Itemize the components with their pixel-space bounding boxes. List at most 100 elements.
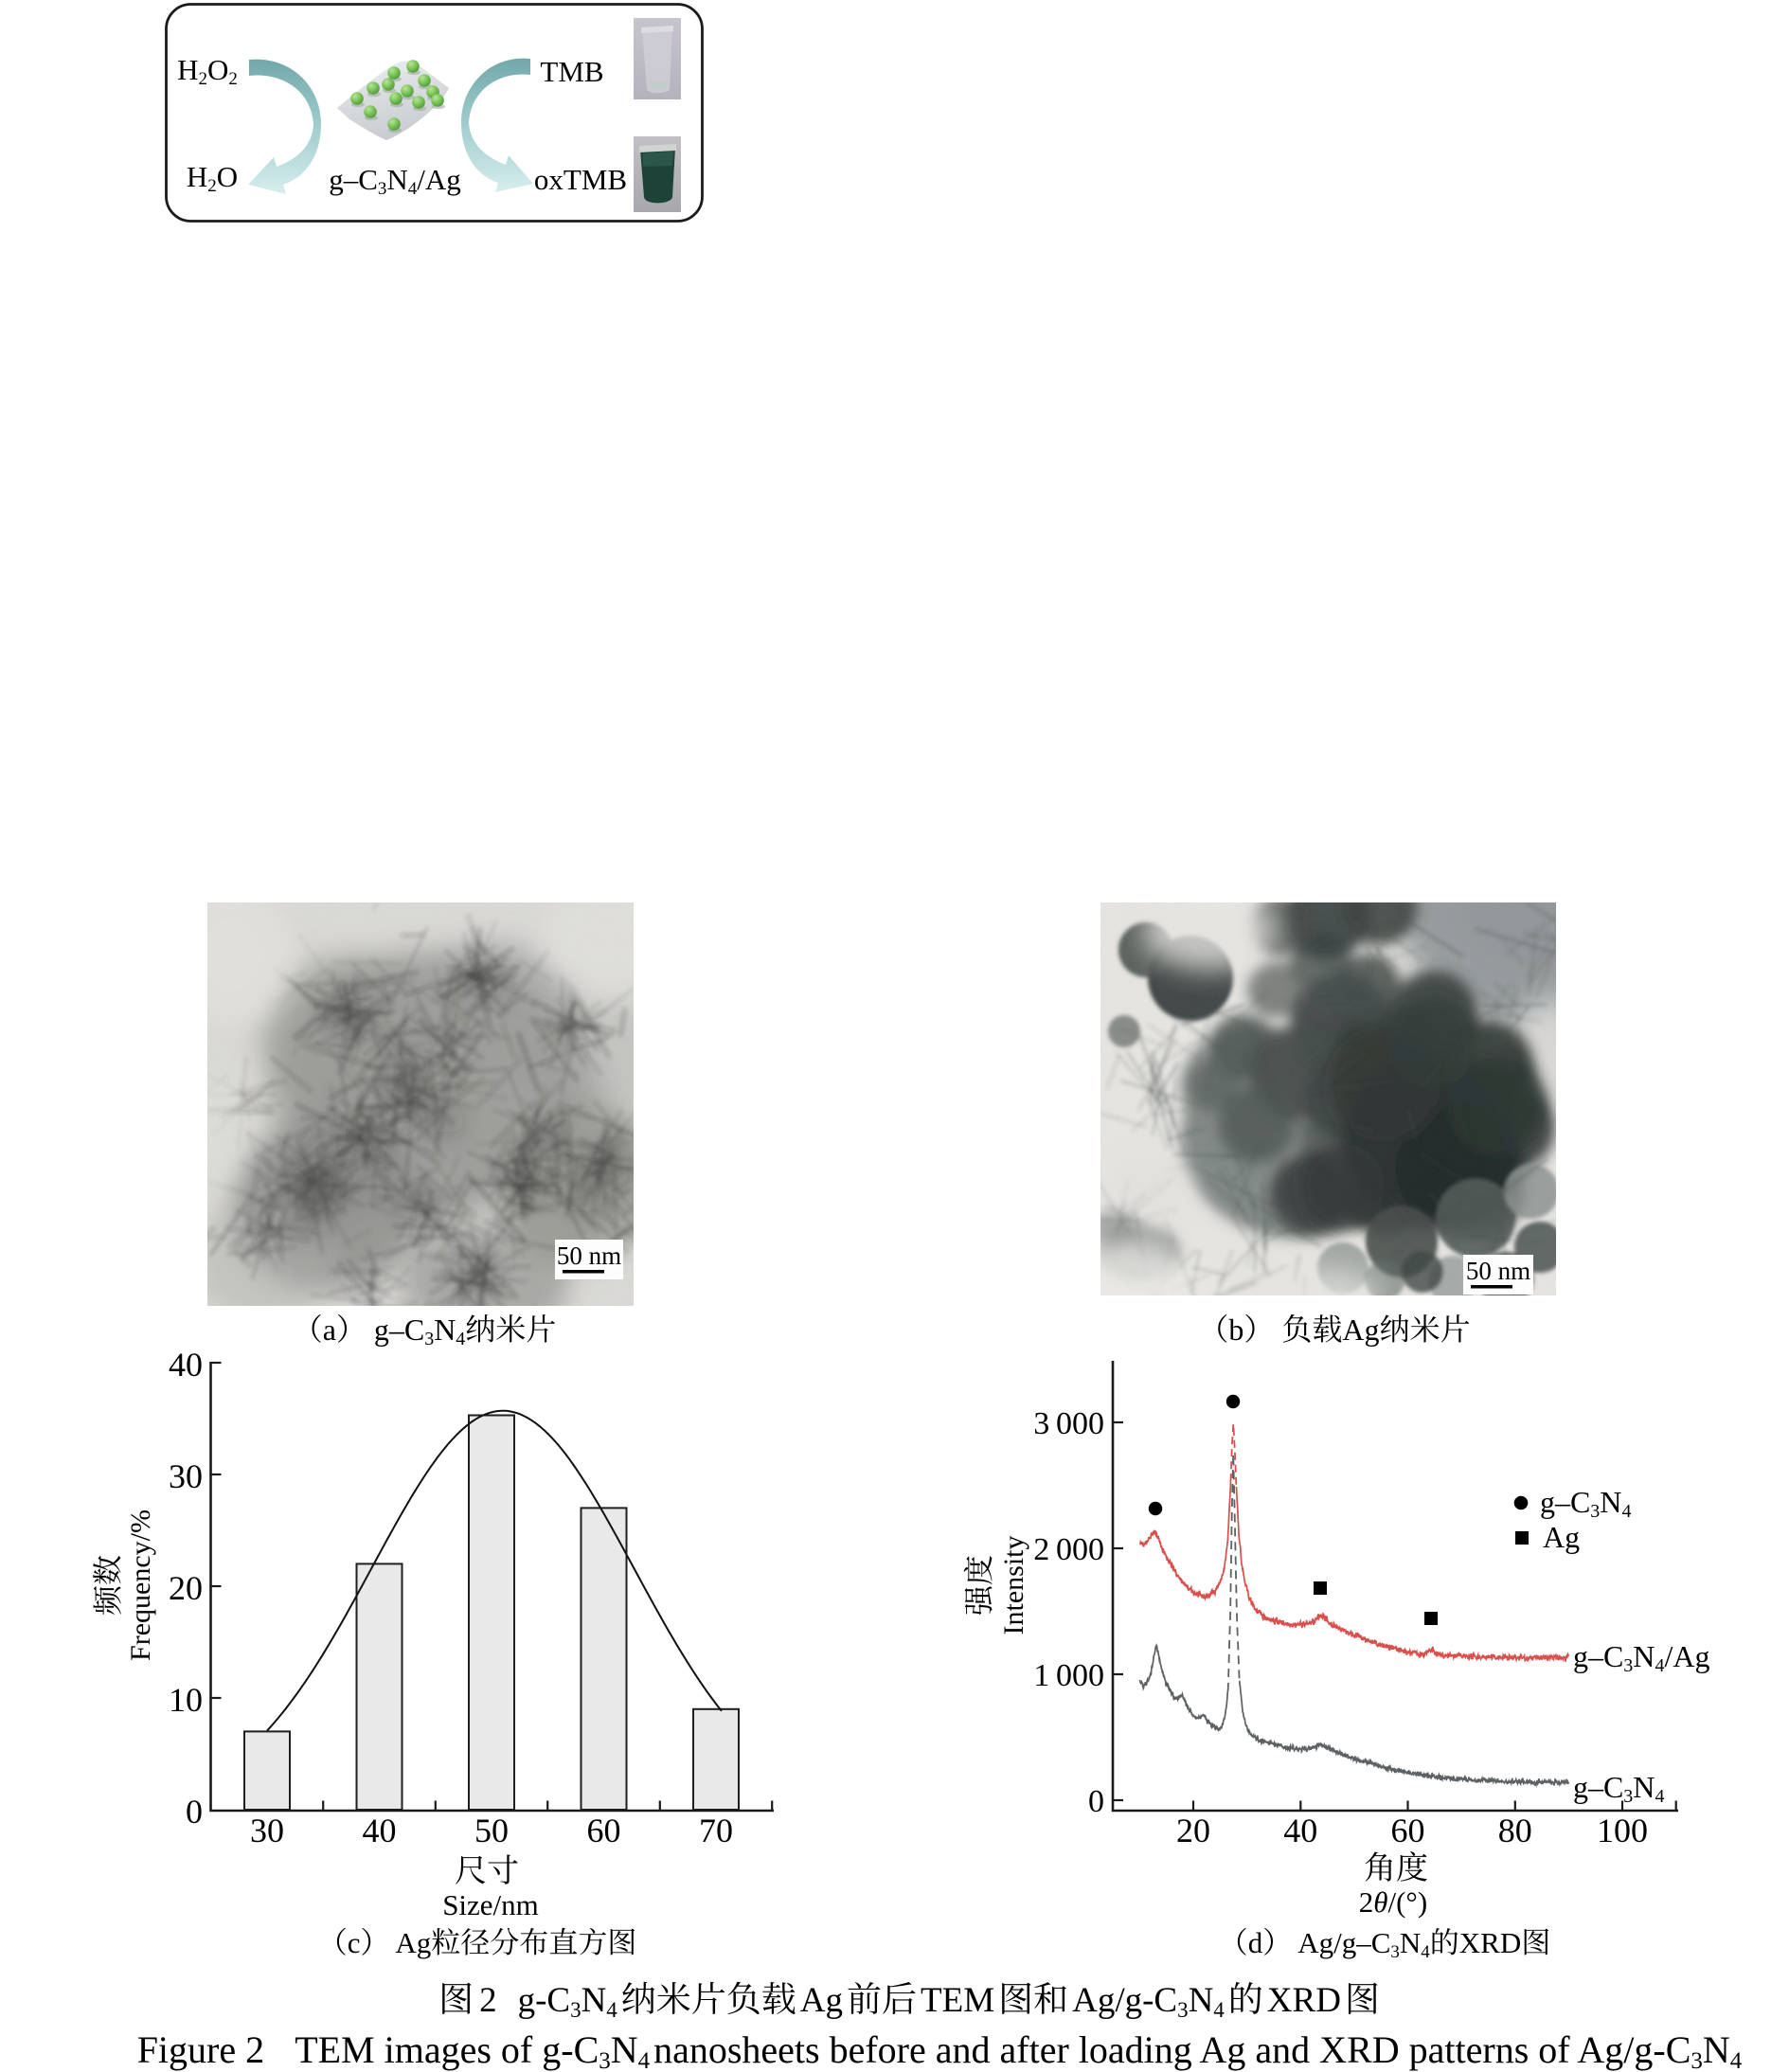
- svg-text:2: 2: [1359, 1885, 1374, 1919]
- svg-text:g: g: [329, 163, 344, 196]
- svg-text:C: C: [1603, 1639, 1623, 1673]
- svg-text:H: H: [177, 53, 198, 86]
- svg-text:–: –: [388, 1313, 405, 1347]
- svg-text:4: 4: [1655, 1786, 1665, 1807]
- svg-text:/Ag: /Ag: [417, 163, 461, 196]
- svg-text:100: 100: [1597, 1812, 1648, 1849]
- svg-text:N: N: [1633, 1639, 1655, 1673]
- svg-text:40: 40: [1283, 1812, 1317, 1849]
- svg-text:50: 50: [474, 1812, 509, 1849]
- svg-text:Figure 2: Figure 2: [137, 2028, 264, 2071]
- svg-text:20: 20: [1176, 1812, 1210, 1849]
- svg-text:N: N: [434, 1313, 456, 1347]
- svg-text:3: 3: [1623, 1786, 1633, 1807]
- svg-text:3: 3: [599, 2048, 611, 2072]
- svg-text:60: 60: [587, 1812, 621, 1849]
- svg-text:C: C: [358, 163, 378, 196]
- svg-text:O: O: [217, 160, 238, 193]
- svg-text:N: N: [386, 163, 407, 196]
- svg-text:c: c: [348, 1926, 361, 1959]
- svg-text:3: 3: [1590, 1501, 1600, 1522]
- svg-text:H: H: [187, 160, 207, 193]
- svg-text:N: N: [1189, 1981, 1214, 2020]
- svg-text:/(°): /(°): [1388, 1885, 1428, 1919]
- svg-text:g: g: [1540, 1485, 1555, 1519]
- svg-text:C: C: [1371, 1926, 1391, 1959]
- svg-text:70: 70: [699, 1812, 733, 1849]
- svg-text:N: N: [1633, 1770, 1655, 1804]
- svg-text:50 nm: 50 nm: [1466, 1257, 1530, 1285]
- svg-text:2: 2: [479, 1981, 496, 2020]
- svg-text:C: C: [404, 1313, 424, 1347]
- svg-text:nanosheets before and after lo: nanosheets before and after loading Ag a…: [653, 2028, 1691, 2071]
- svg-text:N: N: [611, 2028, 638, 2071]
- svg-text:3: 3: [1623, 1655, 1633, 1676]
- svg-text:20: 20: [169, 1569, 203, 1607]
- svg-text:TEM images of g-C: TEM images of g-C: [295, 2028, 599, 2071]
- svg-text:10: 10: [169, 1681, 203, 1719]
- svg-text:2: 2: [207, 176, 217, 196]
- svg-text:N: N: [581, 1981, 607, 2020]
- svg-text:–: –: [1554, 1485, 1571, 1519]
- svg-text:4: 4: [1421, 1942, 1430, 1962]
- svg-text:3: 3: [1691, 2048, 1703, 2072]
- svg-text:4: 4: [1655, 1655, 1665, 1676]
- svg-text:30: 30: [250, 1812, 284, 1849]
- svg-text:–: –: [1587, 1639, 1604, 1673]
- svg-text:θ: θ: [1373, 1885, 1387, 1919]
- svg-text:50 nm: 50 nm: [557, 1241, 621, 1270]
- svg-text:3 000: 3 000: [1033, 1406, 1104, 1441]
- svg-text:d: d: [1248, 1926, 1263, 1959]
- svg-text:N: N: [1703, 2028, 1730, 2071]
- svg-text:80: 80: [1498, 1812, 1532, 1849]
- svg-text:–: –: [1587, 1770, 1604, 1804]
- svg-text:N: N: [1600, 1485, 1621, 1519]
- svg-text:2 000: 2 000: [1033, 1532, 1104, 1567]
- svg-text:2: 2: [228, 69, 238, 89]
- svg-text:Intensity: Intensity: [998, 1536, 1029, 1635]
- svg-text:Ag/g-C: Ag/g-C: [1072, 1981, 1177, 2020]
- svg-text:a: a: [323, 1313, 336, 1347]
- svg-text:–: –: [1355, 1926, 1371, 1959]
- svg-text:g: g: [374, 1313, 389, 1347]
- svg-text:4: 4: [1622, 1501, 1632, 1522]
- svg-text:4: 4: [1730, 2048, 1743, 2072]
- svg-text:3: 3: [1177, 1998, 1189, 2022]
- svg-text:3: 3: [570, 1998, 581, 2022]
- svg-text:Ag/g: Ag/g: [1297, 1926, 1356, 1959]
- svg-text:40: 40: [363, 1812, 397, 1849]
- svg-text:3: 3: [424, 1329, 434, 1349]
- svg-text:4: 4: [606, 1998, 617, 2022]
- svg-text:0: 0: [186, 1793, 203, 1831]
- svg-text:30: 30: [169, 1457, 203, 1495]
- svg-text:/Ag: /Ag: [1665, 1639, 1710, 1673]
- svg-text:XRD: XRD: [1267, 1981, 1341, 2020]
- svg-text:Ag: Ag: [1543, 1520, 1580, 1554]
- svg-text:4: 4: [408, 179, 418, 199]
- svg-text:b: b: [1228, 1313, 1243, 1347]
- svg-text:3: 3: [378, 179, 387, 199]
- svg-text:0: 0: [1088, 1784, 1104, 1819]
- svg-text:Ag: Ag: [1342, 1313, 1379, 1347]
- svg-text:TMB: TMB: [540, 55, 603, 88]
- svg-text:g: g: [1573, 1639, 1588, 1673]
- svg-text:3: 3: [1390, 1942, 1400, 1962]
- svg-text:Ag: Ag: [800, 1981, 843, 2020]
- svg-text:XRD: XRD: [1459, 1926, 1521, 1959]
- svg-text:Ag: Ag: [395, 1926, 431, 1959]
- svg-text:2: 2: [199, 69, 208, 89]
- svg-text:O: O: [207, 53, 228, 86]
- svg-text:oxTMB: oxTMB: [534, 163, 627, 196]
- svg-text:1 000: 1 000: [1033, 1658, 1104, 1693]
- svg-text:Frequency/%: Frequency/%: [125, 1509, 156, 1661]
- svg-text:C: C: [1603, 1770, 1623, 1804]
- svg-text:40: 40: [169, 1346, 203, 1384]
- svg-text:4: 4: [1213, 1998, 1225, 2022]
- svg-text:g-C: g-C: [518, 1981, 571, 2020]
- svg-text:TEM: TEM: [921, 1981, 994, 2020]
- svg-text:–: –: [343, 163, 359, 196]
- svg-text:4: 4: [456, 1329, 465, 1349]
- svg-text:Size/nm: Size/nm: [442, 1888, 539, 1921]
- svg-text:N: N: [1400, 1926, 1421, 1959]
- svg-text:g: g: [1573, 1770, 1588, 1804]
